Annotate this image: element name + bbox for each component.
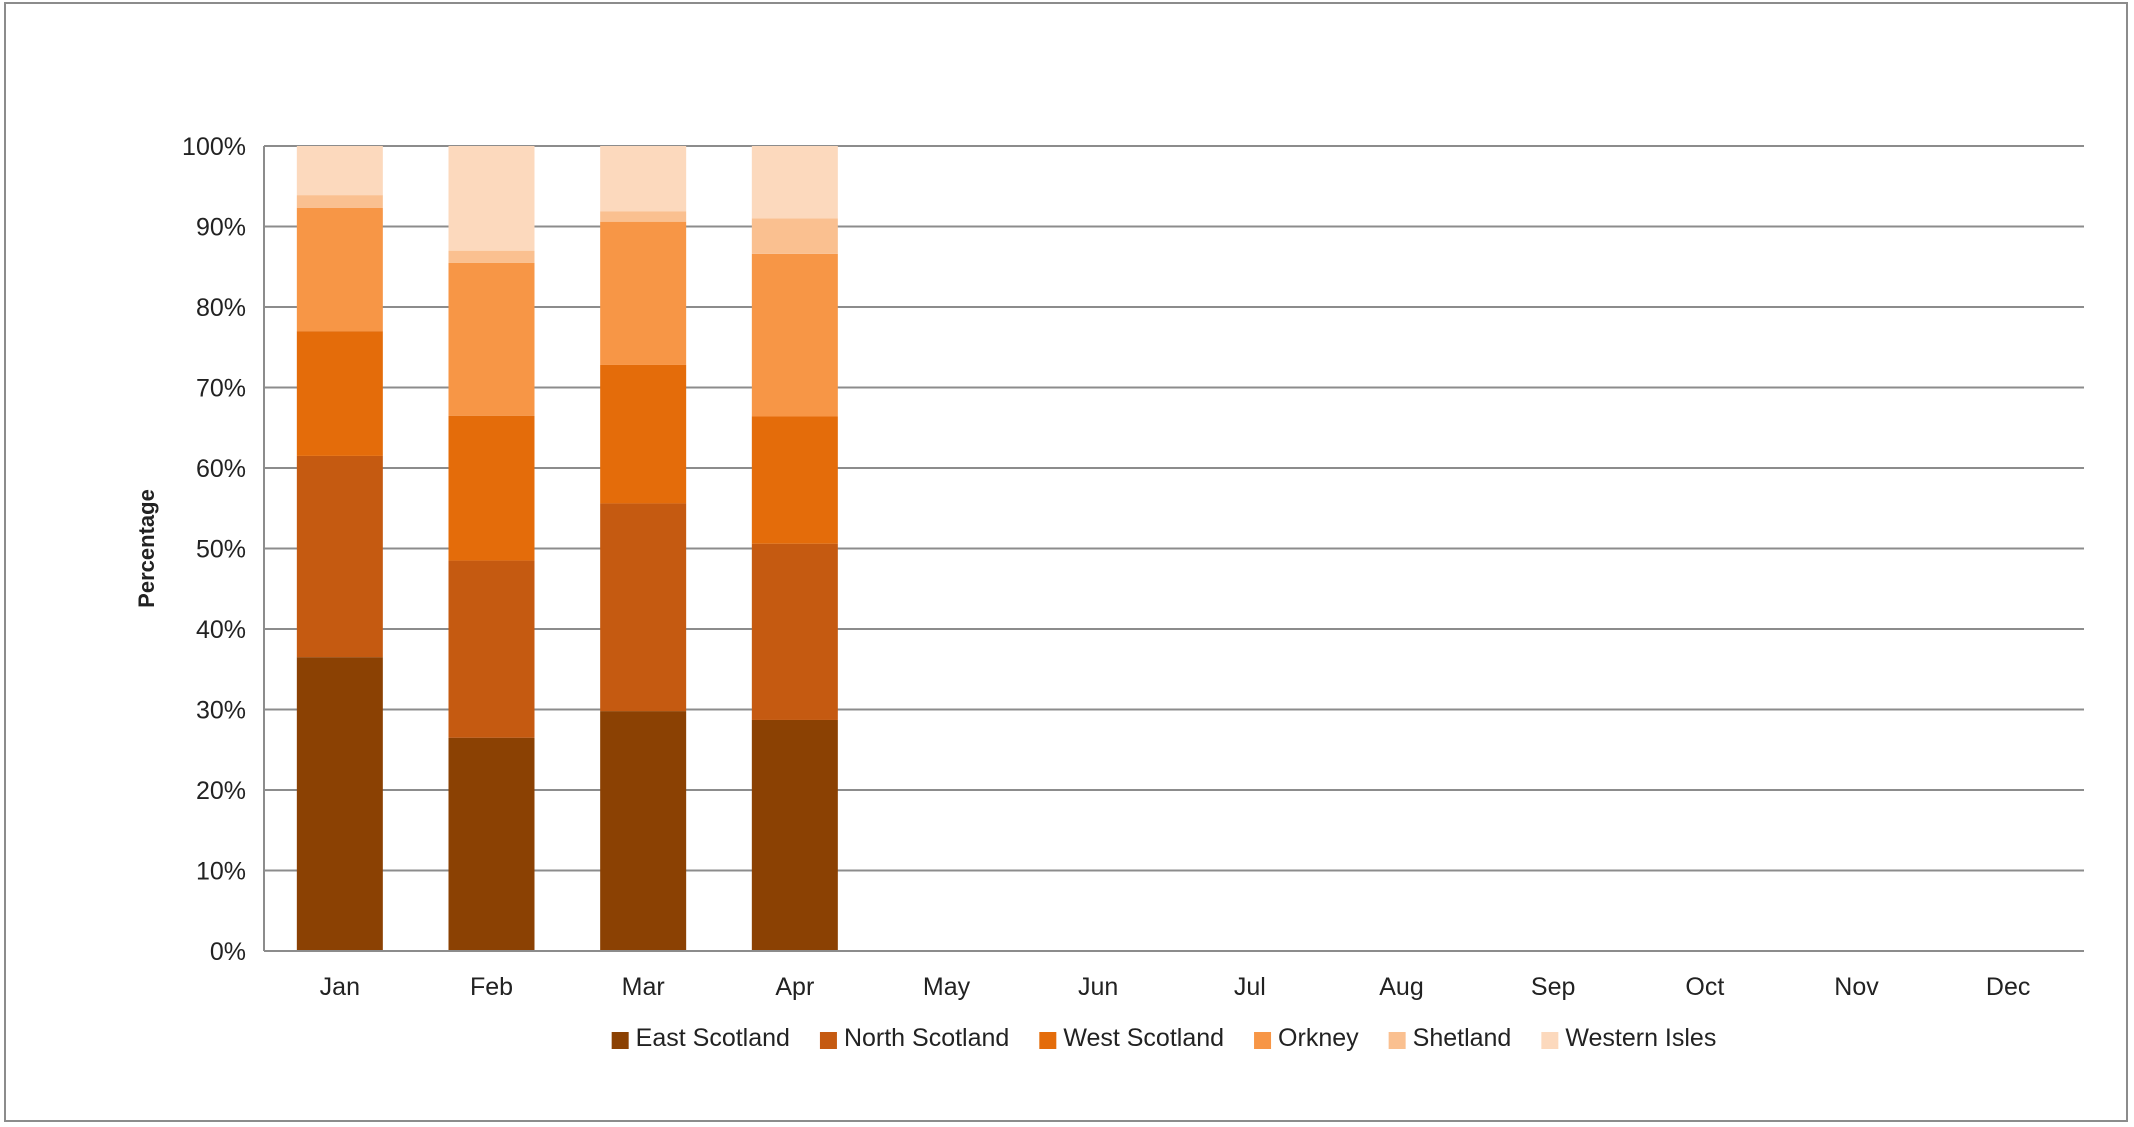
x-tick-label: Nov	[1834, 973, 1879, 1001]
bar-segment-shetland-apr	[751, 218, 838, 254]
y-tick-labels: 0% 10% 20% 30% 40% 50% 60% 70% 80% 90% 100%	[182, 133, 246, 966]
y-tick-label: 30%	[196, 697, 246, 725]
legend-label: North Scotland	[844, 1024, 1009, 1052]
bar-segment-north-scotland-apr	[751, 543, 838, 720]
y-tick-label: 10%	[196, 858, 246, 886]
legend-swatch	[1254, 1032, 1272, 1049]
legend-label: Western Isles	[1565, 1024, 1716, 1052]
bars	[296, 146, 838, 951]
bar-segment-shetland-mar	[600, 211, 687, 222]
y-tick-label: 20%	[196, 777, 246, 805]
bar-segment-western-isles-jan	[296, 146, 383, 196]
legend-swatch	[1388, 1032, 1406, 1049]
bar-segment-orkney-feb	[448, 262, 535, 416]
bar-segment-north-scotland-mar	[600, 503, 687, 712]
x-tick-label: Jun	[1078, 973, 1118, 1001]
y-tick-label: 0%	[210, 938, 246, 966]
stacked-bar-chart: 0% 10% 20% 30% 40% 50% 60% 70% 80% 90% 100% Jan Feb…	[134, 133, 2084, 1052]
x-tick-label: Mar	[622, 973, 665, 1001]
y-tick-label: 90%	[196, 214, 246, 242]
legend-label: West Scotland	[1063, 1024, 1224, 1052]
legend-swatch	[1039, 1032, 1057, 1049]
gridlines	[264, 145, 2084, 872]
bar-segment-western-isles-feb	[448, 146, 535, 251]
bar-segment-east-scotland-feb	[448, 737, 535, 951]
legend-label: Shetland	[1413, 1024, 1512, 1052]
y-tick-label: 40%	[196, 616, 246, 644]
y-tick-label: 80%	[196, 294, 246, 322]
bar-segment-western-isles-mar	[600, 146, 687, 212]
bar-segment-east-scotland-jan	[296, 657, 383, 951]
x-tick-label: Sep	[1531, 973, 1575, 1001]
legend-swatch	[1541, 1032, 1559, 1049]
legend-label: East Scotland	[636, 1024, 790, 1052]
x-tick-label: Jan	[320, 973, 360, 1001]
x-tick-label: Oct	[1685, 973, 1724, 1001]
legend-swatch	[819, 1032, 837, 1049]
legend-item-shetland: Shetland	[1388, 1024, 1512, 1052]
y-tick-label: 70%	[196, 375, 246, 403]
x-tick-label: May	[923, 973, 971, 1001]
bar-segment-orkney-apr	[751, 253, 838, 417]
legend-swatch	[611, 1032, 629, 1049]
bar-segment-shetland-jan	[296, 195, 383, 208]
bar-segment-west-scotland-jan	[296, 331, 383, 456]
bar-segment-west-scotland-mar	[600, 364, 687, 504]
legend-item-west-scotland: West Scotland	[1039, 1024, 1224, 1052]
y-tick-label: 50%	[196, 536, 246, 564]
bar-segment-orkney-jan	[296, 207, 383, 332]
x-tick-labels: Jan Feb Mar Apr May Jun Jul Aug Sep Oct Nov Dec	[320, 973, 2031, 1001]
bar-segment-orkney-mar	[600, 221, 687, 365]
x-tick-label: Jul	[1234, 973, 1266, 1001]
chart-frame: 0% 10% 20% 30% 40% 50% 60% 70% 80% 90% 100% Jan Feb…	[4, 2, 2128, 1122]
x-tick-label: Feb	[470, 973, 513, 1001]
bar-segment-north-scotland-jan	[296, 455, 383, 658]
y-axis-title: Percentage	[134, 489, 159, 608]
x-tick-label: Apr	[775, 973, 814, 1001]
bar-segment-shetland-feb	[448, 250, 535, 263]
x-tick-label: Dec	[1986, 973, 2030, 1001]
legend-item-western-isles: Western Isles	[1541, 1024, 1716, 1052]
bar-segment-east-scotland-apr	[751, 719, 838, 951]
y-tick-label: 100%	[182, 133, 246, 161]
bar-segment-western-isles-apr	[751, 146, 838, 219]
bar-segment-west-scotland-apr	[751, 416, 838, 544]
y-tick-label: 60%	[196, 455, 246, 483]
legend-item-north-scotland: North Scotland	[819, 1024, 1009, 1052]
legend-label: Orkney	[1278, 1024, 1359, 1052]
legend: East Scotland North Scotland West Scotland…	[611, 1024, 1716, 1052]
legend-item-east-scotland: East Scotland	[611, 1024, 790, 1052]
legend-item-orkney: Orkney	[1254, 1024, 1359, 1052]
bar-segment-east-scotland-mar	[600, 711, 687, 951]
bar-segment-north-scotland-feb	[448, 560, 535, 738]
axes	[263, 146, 2084, 952]
bar-segment-west-scotland-feb	[448, 415, 535, 561]
x-tick-label: Aug	[1379, 973, 1423, 1001]
